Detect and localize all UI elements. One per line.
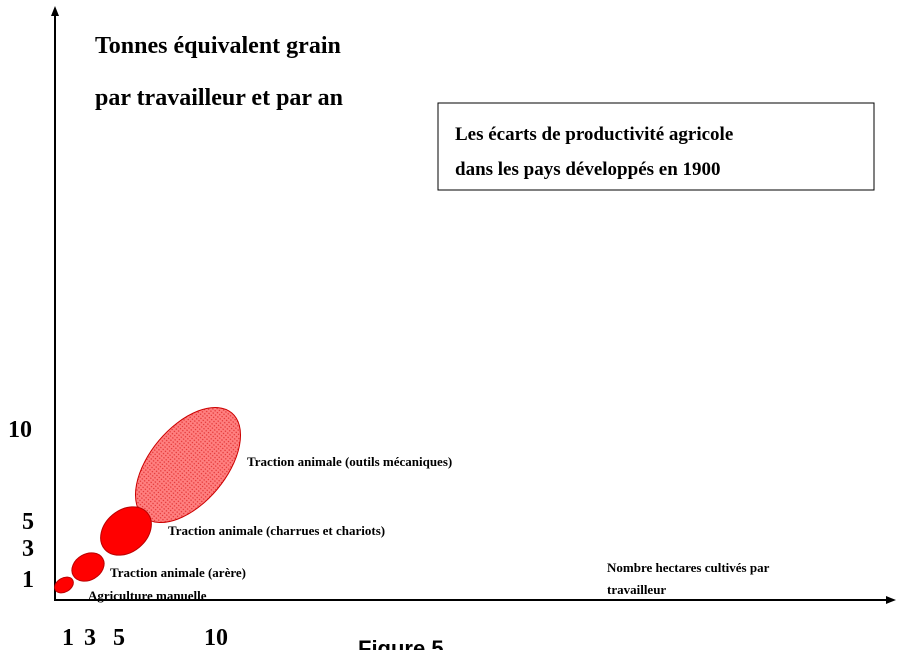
x-tick-label: 5 <box>113 625 125 650</box>
region-label: Traction animale (charrues et chariots) <box>168 523 385 538</box>
region-label: Traction animale (outils mécaniques) <box>247 454 452 469</box>
x-label: Nombre hectares cultivés par <box>607 560 770 575</box>
region <box>54 576 74 594</box>
x-tick-label: 1 <box>62 625 74 650</box>
y-label: par travailleur et par an <box>95 85 343 111</box>
title-box <box>437 102 875 191</box>
region-label: Traction animale (arère) <box>110 565 246 580</box>
region <box>100 506 152 556</box>
region-label: Agriculture manuelle <box>88 588 207 603</box>
x-arrow <box>886 596 896 604</box>
region <box>71 552 105 582</box>
x-label: travailleur <box>607 582 666 597</box>
y-tick-label: 3 <box>22 536 34 562</box>
y-tick-label: 1 <box>22 567 34 593</box>
y-tick-label: 5 <box>22 509 34 535</box>
caption: Figure 5 <box>358 636 444 650</box>
y-tick-label: 10 <box>8 417 32 443</box>
x-tick-label: 3 <box>84 625 96 650</box>
y-label: Tonnes équivalent grain <box>95 33 341 59</box>
y-arrow <box>51 6 59 16</box>
box-text: Les écarts de productivité agricole <box>455 124 733 145</box>
x-tick-label: 10 <box>204 625 228 650</box>
box-text: dans les pays développés en 1900 <box>455 159 721 180</box>
